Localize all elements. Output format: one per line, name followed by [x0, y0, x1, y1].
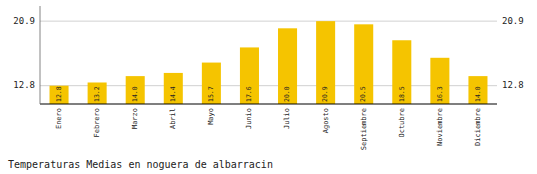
bar — [468, 76, 487, 104]
chart-container: 12.8 12.8 20.9 20.9 12.8 13.2 14.0 14.4 15.7 17.6… — [0, 0, 537, 174]
data-label: 20.9 — [321, 86, 329, 102]
x-tick-label: Enero — [55, 108, 63, 129]
bar — [126, 76, 145, 104]
x-tick-label: Noviembre — [436, 108, 444, 146]
data-label: 14.4 — [169, 86, 177, 102]
x-tick-label: Junio — [245, 108, 253, 129]
bar — [164, 73, 183, 104]
x-tick-label: Marzo — [131, 108, 139, 129]
data-label: 14.0 — [474, 86, 482, 102]
bar — [88, 82, 107, 104]
data-label: 16.3 — [436, 86, 444, 102]
chart-svg: 12.8 12.8 20.9 20.9 12.8 13.2 14.0 14.4 15.7 17.6… — [0, 0, 537, 174]
bar — [392, 40, 411, 104]
data-label: 20.5 — [359, 86, 367, 102]
bar — [202, 63, 221, 104]
data-label: 20.0 — [283, 86, 291, 102]
bar — [430, 58, 449, 104]
bar — [316, 21, 335, 104]
y-tick-label: 20.9 — [13, 16, 35, 26]
y-axis-line — [40, 6, 41, 104]
y-tick-label: 12.8 — [13, 80, 35, 90]
bar — [354, 24, 373, 104]
x-tick-label: Febrero — [93, 108, 101, 138]
bar — [278, 28, 297, 104]
data-label: 18.5 — [398, 86, 406, 102]
x-tick-label: Mayo — [207, 108, 215, 125]
data-label: 13.2 — [93, 86, 101, 102]
bars — [50, 21, 488, 104]
data-label: 15.7 — [207, 86, 215, 102]
y2-tick-label: 20.9 — [502, 16, 524, 26]
x-tick-label: Julio — [283, 108, 291, 129]
title: Temperaturas Medias en noguera de albarr… — [8, 159, 273, 170]
y2-tick-label: 12.8 — [502, 80, 524, 90]
data-label: 17.6 — [245, 86, 253, 102]
x-tick-label: Diciembre — [474, 108, 482, 146]
x-axis-line — [40, 103, 497, 104]
grid-line — [40, 85, 497, 86]
x-tick-label: Septiembre — [360, 108, 368, 150]
x-tick-label: Abril — [169, 108, 177, 129]
data-label: 12.8 — [55, 86, 63, 102]
grid-line — [40, 21, 497, 22]
bar — [50, 86, 69, 104]
x-tick-label: Agosto — [322, 108, 330, 133]
bar — [240, 47, 259, 104]
x-tick-label: Octubre — [398, 108, 406, 138]
data-label: 14.0 — [131, 86, 139, 102]
